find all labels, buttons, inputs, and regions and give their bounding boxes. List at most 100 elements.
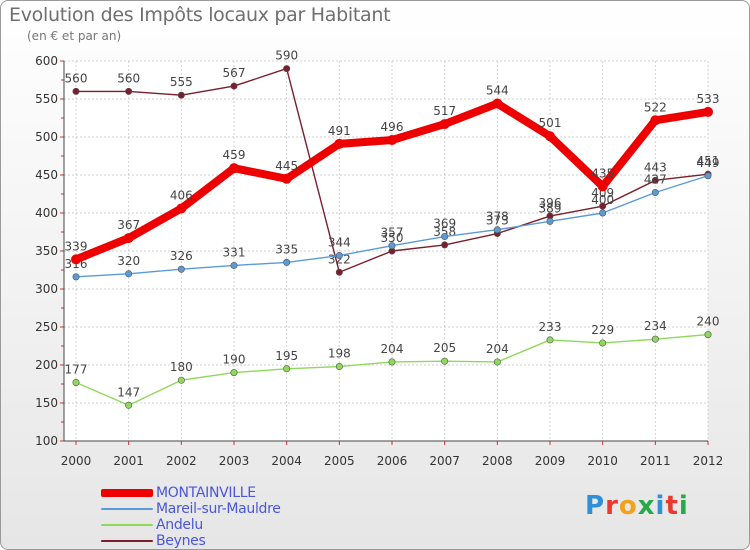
data-point-mareil-sur-mauldre xyxy=(599,209,607,217)
legend-swatch xyxy=(101,540,153,542)
data-label-andelu: 198 xyxy=(328,347,351,361)
y-tick-label: 150 xyxy=(35,396,58,410)
data-label-beynes: 555 xyxy=(170,75,193,89)
data-label-montainville: 522 xyxy=(644,100,667,114)
data-point-mareil-sur-mauldre xyxy=(651,188,659,196)
data-label-mareil-sur-mauldre: 320 xyxy=(117,254,140,268)
data-label-beynes: 409 xyxy=(591,186,614,200)
data-label-andelu: 180 xyxy=(170,360,193,374)
data-point-mareil-sur-mauldre xyxy=(704,172,712,180)
y-tick-label: 300 xyxy=(35,282,58,296)
legend-item-beynes: Beynes xyxy=(101,533,281,549)
data-label-mareil-sur-mauldre: 449 xyxy=(697,156,720,170)
data-point-montainville xyxy=(545,131,555,142)
data-point-beynes xyxy=(283,65,291,73)
logo-letter: x xyxy=(637,491,656,521)
data-label-montainville: 544 xyxy=(486,84,509,98)
data-label-andelu: 229 xyxy=(591,323,614,337)
x-tick-label: 2001 xyxy=(113,454,144,468)
data-label-montainville: 517 xyxy=(433,104,456,118)
x-tick-label: 2000 xyxy=(61,454,92,468)
data-label-mareil-sur-mauldre: 344 xyxy=(328,236,351,250)
data-label-beynes: 396 xyxy=(539,196,562,210)
data-point-montainville xyxy=(387,135,397,146)
legend-label: Mareil-sur-Mauldre xyxy=(156,501,281,517)
data-point-beynes xyxy=(125,87,133,95)
legend-item-andelu: Andelu xyxy=(101,517,281,533)
legend-item-montainville: MONTAINVILLE xyxy=(101,485,281,501)
data-label-montainville: 339 xyxy=(65,239,88,253)
data-point-mareil-sur-mauldre xyxy=(72,273,80,281)
data-label-beynes: 350 xyxy=(381,231,404,245)
data-point-beynes xyxy=(441,241,449,249)
data-label-mareil-sur-mauldre: 427 xyxy=(644,172,667,186)
data-point-andelu xyxy=(599,339,607,347)
data-point-mareil-sur-mauldre xyxy=(283,258,291,266)
data-point-montainville xyxy=(71,254,81,265)
data-point-montainville xyxy=(176,203,187,214)
data-label-mareil-sur-mauldre: 335 xyxy=(275,242,298,256)
logo-letter: r xyxy=(605,491,619,521)
legend-label: Beynes xyxy=(156,533,206,549)
y-tick-label: 550 xyxy=(35,92,58,106)
legend-swatch xyxy=(101,508,153,510)
proxiti-logo: ProxitiProxiti xyxy=(585,491,689,521)
logo-letter: o xyxy=(618,491,638,521)
x-tick-label: 2004 xyxy=(271,454,302,468)
chart-subtitle: (en € et par an) xyxy=(27,29,122,43)
legend-label: MONTAINVILLE xyxy=(156,485,256,501)
x-tick-label: 2009 xyxy=(535,454,566,468)
data-label-montainville: 445 xyxy=(275,159,298,173)
data-point-mareil-sur-mauldre xyxy=(441,233,449,241)
data-point-andelu xyxy=(441,357,449,365)
data-point-montainville xyxy=(439,119,450,130)
data-label-andelu: 147 xyxy=(117,385,140,399)
data-label-montainville: 496 xyxy=(381,120,404,134)
logo-letter: t xyxy=(665,491,679,521)
data-label-beynes: 373 xyxy=(486,214,509,228)
data-label-montainville: 406 xyxy=(170,188,193,202)
chart-title: Evolution des Impôts locaux par Habitant xyxy=(9,4,391,26)
data-label-andelu: 205 xyxy=(433,341,456,355)
data-label-mareil-sur-mauldre: 326 xyxy=(170,249,193,263)
logo-letter: i xyxy=(678,491,689,521)
y-tick-label: 400 xyxy=(35,206,58,220)
data-label-beynes: 567 xyxy=(223,66,246,80)
data-label-beynes: 443 xyxy=(644,160,667,174)
data-label-montainville: 367 xyxy=(117,218,140,232)
data-point-montainville xyxy=(229,163,239,174)
data-label-mareil-sur-mauldre: 378 xyxy=(486,210,509,224)
data-point-montainville xyxy=(597,181,608,192)
data-label-andelu: 233 xyxy=(539,320,562,334)
data-point-andelu xyxy=(335,363,343,371)
data-point-mareil-sur-mauldre xyxy=(230,261,238,269)
data-label-andelu: 234 xyxy=(644,319,667,333)
y-tick-label: 100 xyxy=(35,434,58,448)
data-point-andelu xyxy=(388,358,396,366)
data-point-mareil-sur-mauldre xyxy=(493,226,501,234)
data-label-andelu: 204 xyxy=(486,342,509,356)
data-label-beynes: 560 xyxy=(117,71,140,85)
data-label-mareil-sur-mauldre: 331 xyxy=(223,245,246,259)
x-tick-label: 2008 xyxy=(482,454,513,468)
legend-swatch xyxy=(101,524,153,526)
x-tick-label: 2010 xyxy=(587,454,618,468)
data-label-beynes: 451 xyxy=(697,154,720,168)
data-label-mareil-sur-mauldre: 357 xyxy=(381,226,404,240)
data-label-montainville: 459 xyxy=(223,148,246,162)
data-point-beynes xyxy=(651,176,659,184)
data-label-montainville: 491 xyxy=(328,124,351,138)
y-tick-label: 450 xyxy=(35,168,58,182)
data-label-mareil-sur-mauldre: 369 xyxy=(433,217,456,231)
data-point-andelu xyxy=(72,378,80,386)
x-tick-label: 2012 xyxy=(693,454,724,468)
data-point-beynes xyxy=(599,202,607,210)
logo-letter: P xyxy=(585,491,606,521)
data-point-montainville xyxy=(334,138,345,149)
x-tick-label: 2005 xyxy=(324,454,355,468)
x-tick-label: 2011 xyxy=(640,454,671,468)
x-tick-label: 2003 xyxy=(219,454,250,468)
chart-legend: MONTAINVILLE Mareil-sur-Mauldre Andelu Beyn… xyxy=(101,485,281,549)
